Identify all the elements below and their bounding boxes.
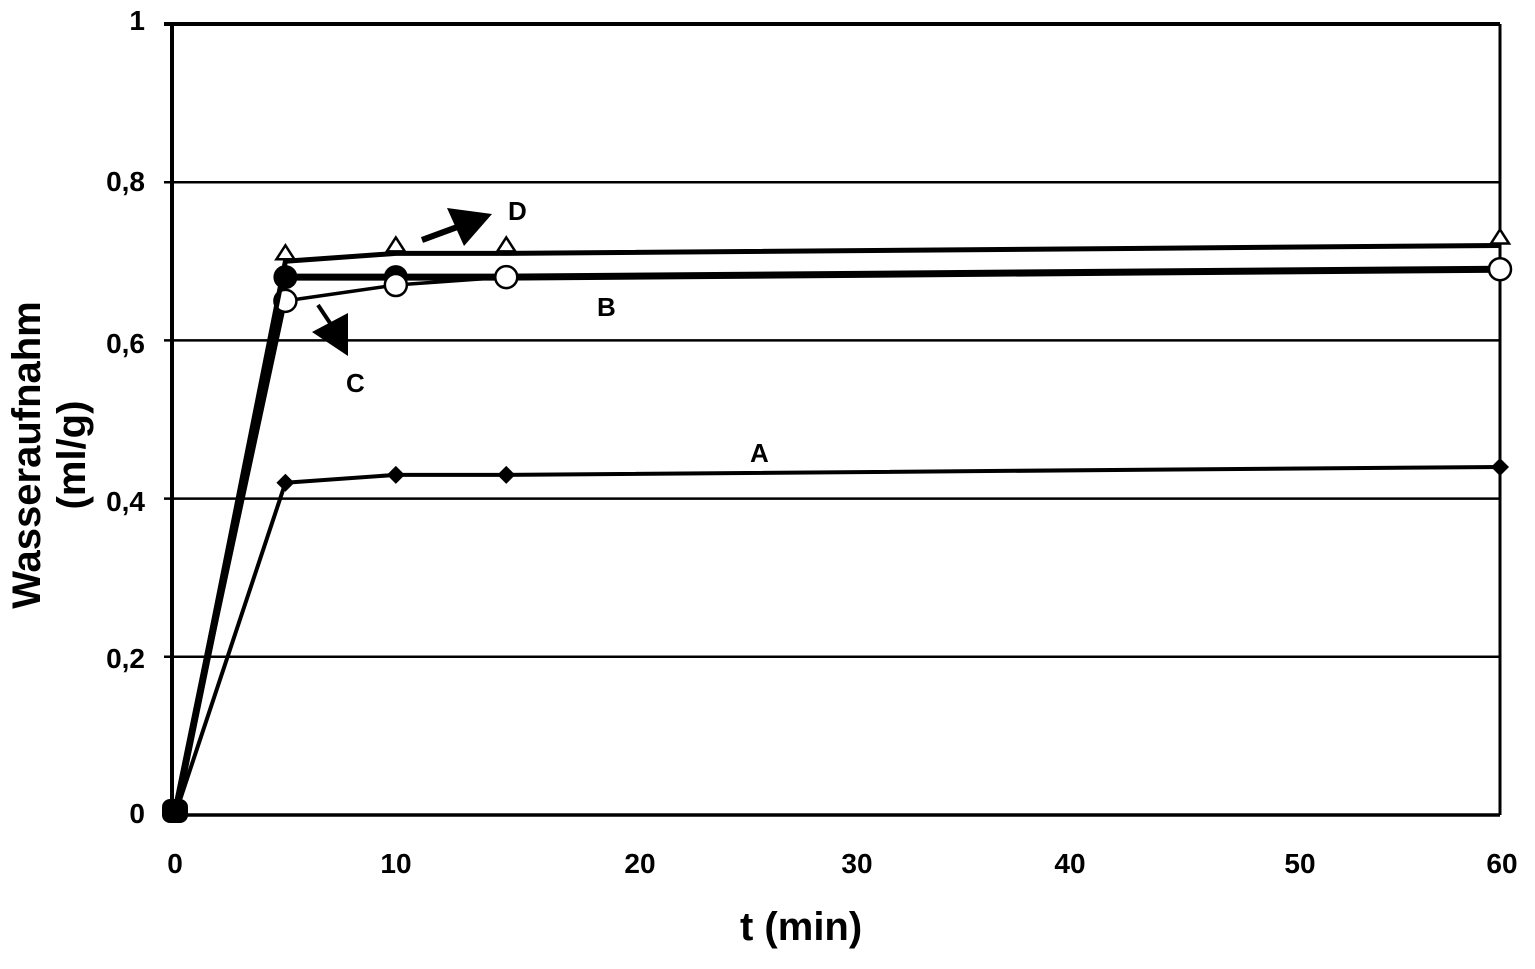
y-tick-1: 1 bbox=[65, 5, 145, 37]
series-line-c bbox=[175, 269, 1500, 815]
arrow-d-shaft bbox=[422, 226, 460, 240]
series-line-b bbox=[175, 269, 1500, 815]
open-triangle-marker-icon bbox=[276, 245, 294, 259]
open-circle-marker-icon bbox=[1489, 258, 1511, 280]
open-circle-marker-icon bbox=[385, 274, 407, 296]
y-tick-0-6: 0,6 bbox=[65, 328, 145, 360]
plot-area bbox=[0, 0, 1535, 969]
series-label-a: A bbox=[750, 438, 769, 469]
diamond-marker-icon bbox=[497, 466, 515, 484]
y-axis-title: Wasseraufnahm (ml/g) bbox=[5, 255, 95, 655]
series-line-a bbox=[175, 467, 1500, 815]
diamond-marker-icon bbox=[1491, 458, 1509, 476]
open-triangle-marker-icon bbox=[1491, 229, 1509, 243]
x-tick-60: 60 bbox=[1462, 848, 1535, 880]
x-tick-40: 40 bbox=[1030, 848, 1110, 880]
x-tick-30: 30 bbox=[817, 848, 897, 880]
x-tick-0: 0 bbox=[135, 848, 215, 880]
x-tick-50: 50 bbox=[1260, 848, 1340, 880]
x-tick-20: 20 bbox=[600, 848, 680, 880]
chart-container: Wasseraufnahm (ml/g) t (min) 1 0,8 0,6 0… bbox=[0, 0, 1535, 969]
diamond-marker-icon bbox=[276, 474, 294, 492]
open-triangle-marker-icon bbox=[387, 237, 405, 251]
y-tick-0-4: 0,4 bbox=[65, 486, 145, 518]
y-tick-0-2: 0,2 bbox=[65, 643, 145, 675]
x-tick-10: 10 bbox=[356, 848, 436, 880]
series-line-d bbox=[175, 245, 1500, 815]
diamond-marker-icon bbox=[387, 466, 405, 484]
origin-marker-icon bbox=[162, 799, 188, 823]
x-axis-title: t (min) bbox=[740, 905, 862, 950]
series-label-b: B bbox=[597, 292, 616, 323]
y-tick-0-8: 0,8 bbox=[65, 166, 145, 198]
open-triangle-marker-icon bbox=[497, 237, 515, 251]
series-label-c: C bbox=[346, 368, 365, 399]
series-label-d: D bbox=[508, 196, 527, 227]
open-circle-marker-icon bbox=[495, 266, 517, 288]
y-tick-0: 0 bbox=[65, 798, 145, 830]
